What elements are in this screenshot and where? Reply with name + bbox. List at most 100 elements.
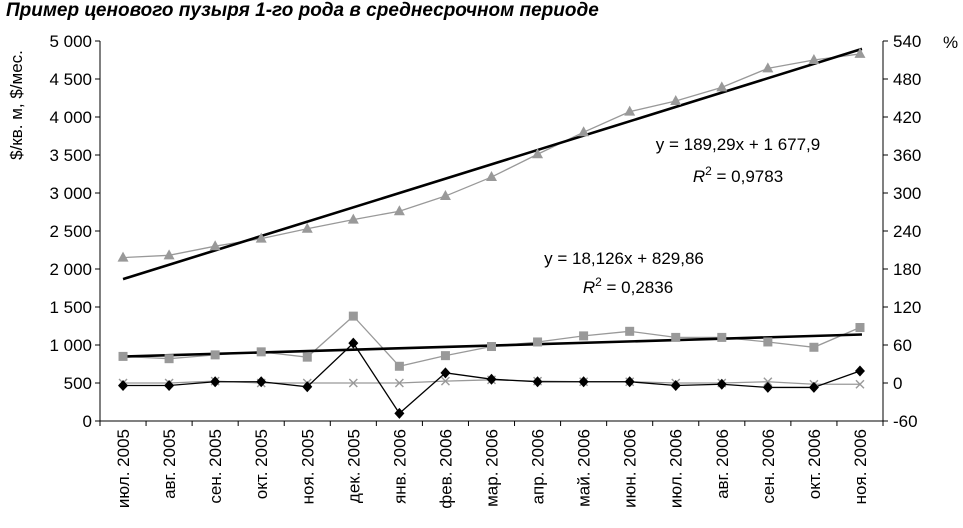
data-point-triangle	[532, 148, 544, 159]
x-tick-label: мар. 2006	[483, 429, 502, 507]
y-tick-label-right: 360	[893, 146, 921, 165]
x-tick-label: авг. 2005	[160, 429, 179, 499]
trendline-r2-1: R2 = 0,9783	[693, 164, 783, 186]
axes-group	[95, 40, 888, 426]
data-point-triangle	[209, 240, 221, 251]
x-tick-label: фев. 2006	[436, 429, 455, 509]
data-point-diamond	[164, 380, 175, 392]
data-point-square	[717, 332, 727, 342]
y-tick-label-left: 0	[83, 412, 92, 431]
x-marker-stroke	[763, 377, 773, 387]
y-tick-label-right: 240	[893, 222, 921, 241]
x-tick-label: июл. 2005	[114, 429, 133, 508]
data-point-square	[625, 326, 635, 336]
data-point-diamond	[762, 381, 773, 393]
data-point-triangle	[347, 213, 359, 224]
data-point-triangle	[439, 190, 451, 201]
chart-title: Пример ценового пузыря 1-го рода в средн…	[6, 0, 599, 21]
y-tick-label-right: 420	[893, 108, 921, 127]
y-tick-label-right: 120	[893, 298, 921, 317]
data-point-triangle	[117, 251, 129, 262]
x-tick-label: авг. 2006	[713, 429, 732, 499]
data-point-triangle	[393, 205, 405, 216]
data-point-square	[487, 342, 496, 352]
x-tick-label: дек. 2005	[344, 429, 363, 503]
x-tick-label: июл. 2006	[667, 429, 686, 508]
y-tick-label-left: 1 500	[49, 298, 92, 317]
data-point-square	[348, 311, 358, 321]
data-point-diamond	[486, 373, 497, 385]
data-point-square	[855, 323, 865, 333]
data-point-square	[440, 351, 450, 361]
x-tick-label: ноя. 2006	[851, 429, 870, 504]
trendline-r2-2: R2 = 0,2836	[583, 275, 673, 297]
x-marker-stroke	[440, 376, 450, 386]
y-axis-title-right: %	[943, 33, 958, 52]
data-point-square	[533, 337, 543, 347]
y-tick-label-left: 2 500	[49, 222, 92, 241]
y-tick-label-left: 4 000	[49, 108, 92, 127]
data-point-triangle	[762, 62, 774, 73]
data-point-triangle	[301, 222, 313, 233]
y-tick-label-left: 500	[64, 374, 92, 393]
data-point-triangle	[808, 54, 820, 64]
data-point-x	[763, 377, 773, 387]
data-point-diamond	[578, 376, 589, 388]
data-point-x	[348, 378, 358, 388]
data-point-diamond	[532, 376, 543, 388]
data-point-x	[394, 378, 404, 388]
trendline-equation-1: y = 189,29x + 1 677,9	[656, 135, 820, 154]
data-point-diamond	[440, 367, 451, 379]
data-point-square	[210, 350, 220, 360]
x-marker-stroke	[394, 378, 404, 388]
data-point-diamond	[716, 378, 727, 390]
x-marker-stroke	[855, 379, 865, 389]
y-tick-label-left: 3 500	[49, 146, 92, 165]
series-line-square	[122, 315, 861, 367]
x-tick-label: сен. 2005	[206, 429, 225, 504]
data-point-square	[164, 354, 174, 364]
y-tick-label-left: 1 000	[49, 336, 92, 355]
x-tick-label: ноя. 2005	[298, 429, 317, 504]
y-tick-label-right: 300	[893, 184, 921, 203]
data-point-square	[118, 351, 128, 361]
data-point-triangle	[578, 126, 590, 137]
data-point-square	[394, 361, 404, 371]
trendline-1	[122, 47, 863, 281]
data-point-square	[763, 337, 773, 347]
y-tick-label-right: 60	[893, 336, 912, 355]
x-tick-label: окт. 2005	[252, 429, 271, 499]
data-point-triangle	[255, 232, 267, 243]
x-tick-label: окт. 2006	[805, 429, 824, 499]
data-point-square	[671, 332, 681, 342]
data-point-triangle	[670, 95, 682, 106]
y-tick-label-right: -60	[893, 412, 918, 431]
data-point-square	[302, 352, 312, 362]
y-tick-label-right: 540	[893, 32, 921, 51]
x-tick-label: сен. 2006	[759, 429, 778, 504]
trendline-equation-2: y = 18,126x + 829,86	[544, 249, 704, 268]
data-point-square	[809, 342, 819, 352]
data-point-diamond	[118, 380, 129, 392]
x-tick-label: май. 2006	[575, 429, 594, 507]
x-marker-stroke	[348, 378, 358, 388]
y-tick-label-left: 5 000	[49, 32, 92, 51]
data-point-triangle	[624, 105, 636, 116]
data-point-diamond	[624, 376, 635, 388]
data-point-square	[256, 347, 266, 357]
data-point-square	[579, 331, 589, 341]
data-point-diamond	[210, 376, 221, 388]
y-tick-label-left: 2 000	[49, 260, 92, 279]
data-point-triangle	[854, 47, 866, 58]
labels-group: 0 500 1 000 1 500 2 000 2 500 3 000 3 500 4 000 4…	[7, 32, 958, 509]
series-lines-group	[122, 53, 861, 415]
data-point-diamond	[348, 337, 359, 349]
y-tick-label-right: 480	[893, 70, 921, 89]
data-point-diamond	[808, 381, 819, 393]
data-point-diamond	[854, 365, 865, 377]
data-point-x	[440, 376, 450, 386]
data-point-triangle	[486, 171, 497, 182]
markers-group	[117, 47, 866, 419]
data-point-diamond	[302, 381, 313, 393]
